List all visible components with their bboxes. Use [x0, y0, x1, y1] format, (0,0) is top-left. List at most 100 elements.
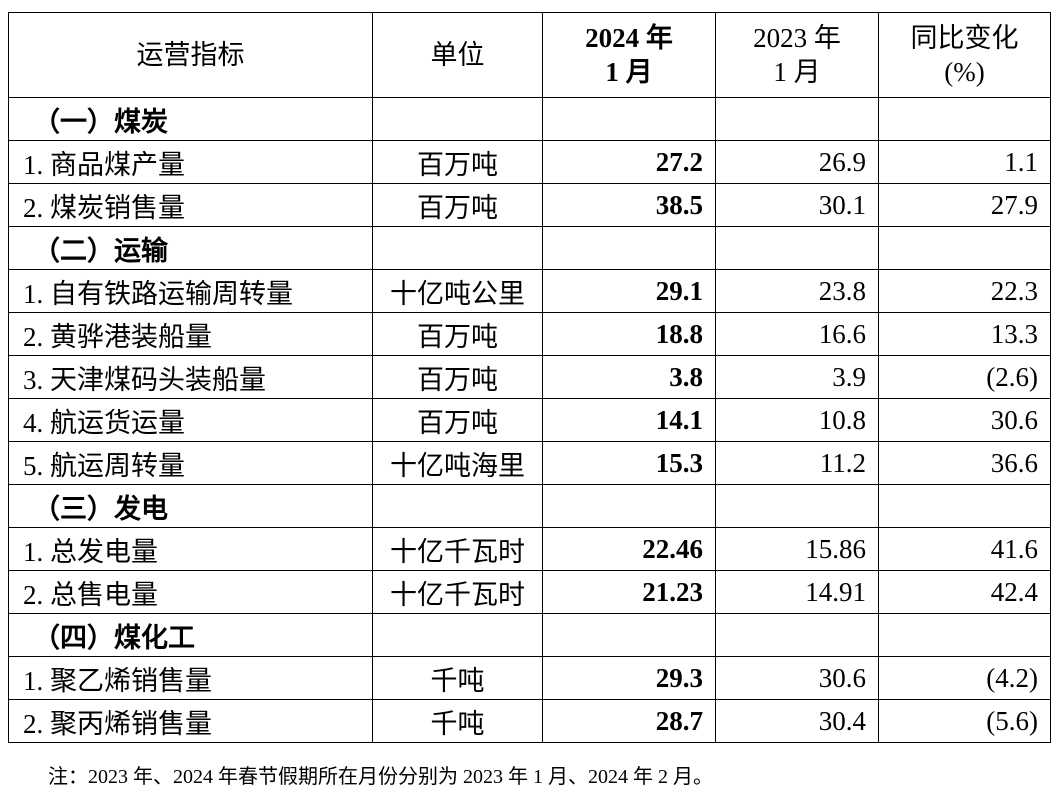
- table-cell: 2. 煤炭销售量: [8, 183, 373, 227]
- table-cell: 27.2: [542, 140, 716, 184]
- data-row: 1. 商品煤产量 百万吨 27.2 26.9 1.1: [8, 140, 1051, 184]
- table-cell: 1.1: [878, 140, 1051, 184]
- table-cell: 41.6: [878, 527, 1051, 571]
- table-cell: 15.3: [542, 441, 716, 485]
- header-row: 运营指标 单位 2024 年 1 月 2023 年 1 月 同比变化 (%): [8, 12, 1051, 98]
- empty-cell: [715, 613, 879, 657]
- empty-cell: [715, 97, 879, 141]
- header-text: 同比变化: [910, 23, 1019, 53]
- table-cell: (5.6): [878, 699, 1051, 743]
- table-body: （一）煤炭 1. 商品煤产量 百万吨 27.2 26.9 1.1 2. 煤炭销售量 百万吨 38…: [8, 97, 1051, 743]
- table-cell: 十亿吨公里: [372, 269, 543, 313]
- table-cell: 1. 聚乙烯销售量: [8, 656, 373, 700]
- empty-cell: [715, 484, 879, 528]
- header-text: 单位: [430, 40, 485, 70]
- empty-cell: [542, 484, 716, 528]
- empty-cell: [372, 484, 543, 528]
- table-cell: 30.6: [878, 398, 1051, 442]
- table-cell: 16.6: [715, 312, 879, 356]
- table-cell: 千吨: [372, 656, 543, 700]
- table-cell: 30.6: [715, 656, 879, 700]
- empty-cell: [372, 97, 543, 141]
- table-cell: 21.23: [542, 570, 716, 614]
- table-cell: 28.7: [542, 699, 716, 743]
- section-row: （三）发电: [8, 484, 1051, 528]
- table-cell: 百万吨: [372, 312, 543, 356]
- table-cell: 29.3: [542, 656, 716, 700]
- footnote: 注：2023 年、2024 年春节假期所在月份分别为 2023 年 1 月、20…: [48, 766, 713, 788]
- header-cell: 2024 年 1 月: [542, 12, 716, 98]
- data-row: 5. 航运周转量 十亿吨海里 15.3 11.2 36.6: [8, 441, 1051, 485]
- data-row: 2. 总售电量 十亿千瓦时 21.23 14.91 42.4: [8, 570, 1051, 614]
- table-cell: 10.8: [715, 398, 879, 442]
- data-row: 1. 自有铁路运输周转量 十亿吨公里 29.1 23.8 22.3: [8, 269, 1051, 313]
- table-cell: 1. 自有铁路运输周转量: [8, 269, 373, 313]
- table-cell: 18.8: [542, 312, 716, 356]
- table-cell: 千吨: [372, 699, 543, 743]
- table-cell: 11.2: [715, 441, 879, 485]
- table-cell: (4.2): [878, 656, 1051, 700]
- section-row: （四）煤化工: [8, 613, 1051, 657]
- section-label: （三）发电: [8, 484, 373, 528]
- header-cell: 单位: [372, 12, 543, 98]
- table-cell: 26.9: [715, 140, 879, 184]
- data-row: 2. 煤炭销售量 百万吨 38.5 30.1 27.9: [8, 183, 1051, 227]
- section-row: （一）煤炭: [8, 97, 1051, 141]
- header-cell: 同比变化 (%): [878, 12, 1051, 98]
- table-cell: 22.46: [542, 527, 716, 571]
- empty-cell: [542, 97, 716, 141]
- empty-cell: [715, 226, 879, 270]
- table-cell: 十亿千瓦时: [372, 527, 543, 571]
- data-row: 4. 航运货运量 百万吨 14.1 10.8 30.6: [8, 398, 1051, 442]
- header-text: (%): [944, 57, 985, 87]
- table-cell: 42.4: [878, 570, 1051, 614]
- table-cell: 13.3: [878, 312, 1051, 356]
- header-cell: 运营指标: [8, 12, 373, 98]
- header-text: 2024 年: [585, 23, 673, 53]
- table-cell: 23.8: [715, 269, 879, 313]
- table-cell: 1. 总发电量: [8, 527, 373, 571]
- table-cell: 2. 总售电量: [8, 570, 373, 614]
- empty-cell: [878, 613, 1051, 657]
- data-row: 1. 聚乙烯销售量 千吨 29.3 30.6 (4.2): [8, 656, 1051, 700]
- header-text: 1 月: [773, 57, 821, 87]
- table-cell: 14.1: [542, 398, 716, 442]
- header-text: 2023 年: [753, 23, 841, 53]
- data-row: 2. 聚丙烯销售量 千吨 28.7 30.4 (5.6): [8, 699, 1051, 743]
- table-cell: 3.9: [715, 355, 879, 399]
- header-text: 运营指标: [136, 40, 245, 70]
- table-cell: 27.9: [878, 183, 1051, 227]
- data-row: 1. 总发电量 十亿千瓦时 22.46 15.86 41.6: [8, 527, 1051, 571]
- table-cell: 百万吨: [372, 140, 543, 184]
- empty-cell: [878, 484, 1051, 528]
- empty-cell: [878, 97, 1051, 141]
- empty-cell: [542, 613, 716, 657]
- table-cell: 29.1: [542, 269, 716, 313]
- table-cell: 22.3: [878, 269, 1051, 313]
- empty-cell: [878, 226, 1051, 270]
- table-cell: 百万吨: [372, 355, 543, 399]
- empty-cell: [372, 613, 543, 657]
- empty-cell: [542, 226, 716, 270]
- table-cell: 14.91: [715, 570, 879, 614]
- table-cell: (2.6): [878, 355, 1051, 399]
- table-cell: 3.8: [542, 355, 716, 399]
- table-cell: 5. 航运周转量: [8, 441, 373, 485]
- table-cell: 2. 聚丙烯销售量: [8, 699, 373, 743]
- table-cell: 4. 航运货运量: [8, 398, 373, 442]
- table-cell: 1. 商品煤产量: [8, 140, 373, 184]
- table-cell: 十亿吨海里: [372, 441, 543, 485]
- table-cell: 36.6: [878, 441, 1051, 485]
- table-cell: 百万吨: [372, 398, 543, 442]
- section-row: （二）运输: [8, 226, 1051, 270]
- table-cell: 15.86: [715, 527, 879, 571]
- empty-cell: [372, 226, 543, 270]
- section-label: （一）煤炭: [8, 97, 373, 141]
- header-text: 1 月: [605, 57, 653, 87]
- section-label: （二）运输: [8, 226, 373, 270]
- data-row: 3. 天津煤码头装船量 百万吨 3.8 3.9 (2.6): [8, 355, 1051, 399]
- section-label: （四）煤化工: [8, 613, 373, 657]
- table-cell: 30.4: [715, 699, 879, 743]
